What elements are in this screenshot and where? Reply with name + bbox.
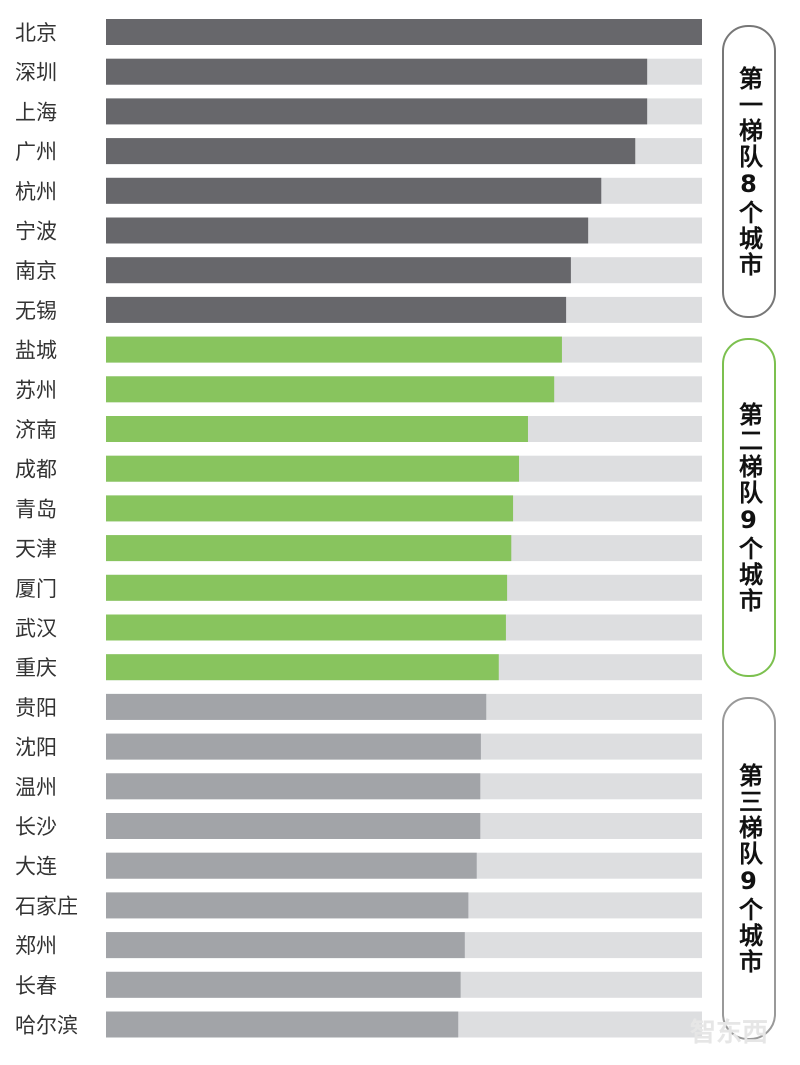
bar (106, 971, 461, 998)
category-label: 南京 (15, 259, 57, 283)
category-label: 石家庄 (15, 894, 78, 918)
category-label: 成都 (15, 458, 57, 482)
tier-label: 第一梯队8个城市 (734, 65, 763, 278)
bar (106, 455, 520, 482)
bar (106, 58, 648, 85)
category-label: 青岛 (15, 497, 57, 521)
bar (106, 733, 481, 760)
category-label: 厦门 (15, 577, 57, 601)
bar (106, 574, 508, 601)
bar (106, 495, 514, 522)
tier-label-box: 第二梯队9个城市 (722, 338, 776, 677)
category-label: 宁波 (15, 220, 57, 244)
bar (106, 932, 465, 959)
bar (106, 257, 571, 284)
tier-label: 第三梯队9个城市 (734, 762, 763, 975)
category-label: 上海 (15, 100, 57, 124)
category-label: 长沙 (15, 815, 57, 839)
category-label: 温州 (15, 775, 57, 799)
category-label: 武汉 (15, 617, 57, 641)
tier-label-box: 第一梯队8个城市 (722, 25, 776, 318)
watermark: 智东西 (690, 1018, 769, 1048)
bar (106, 416, 528, 442)
bar (106, 535, 512, 562)
bar (106, 614, 506, 641)
category-label: 哈尔滨 (15, 1014, 78, 1038)
bar (106, 177, 602, 204)
bar (106, 813, 481, 839)
category-label: 贵阳 (15, 696, 57, 720)
category-label: 重庆 (15, 656, 57, 680)
category-label: 苏州 (15, 378, 57, 402)
category-label: 长春 (15, 974, 57, 998)
category-label: 杭州 (15, 180, 57, 204)
bar (106, 138, 636, 165)
category-label: 济南 (15, 418, 57, 442)
category-label: 北京 (15, 21, 57, 45)
bar (106, 852, 477, 879)
bar (106, 693, 487, 720)
category-label: 无锡 (15, 299, 57, 323)
tier-label-box: 第三梯队9个城市 (722, 697, 776, 1040)
bar (106, 654, 499, 681)
tier-label: 第二梯队9个城市 (734, 401, 763, 614)
bar (106, 217, 589, 244)
category-label: 郑州 (15, 934, 57, 958)
bar (106, 892, 469, 919)
bar (106, 296, 567, 323)
bar (106, 98, 648, 125)
bar (106, 773, 481, 800)
category-label: 大连 (15, 855, 57, 879)
bar (106, 376, 555, 403)
category-label: 深圳 (15, 61, 57, 85)
category-label: 广州 (15, 140, 57, 164)
bar (106, 1011, 459, 1038)
bar (106, 19, 702, 45)
category-label: 天津 (15, 537, 57, 561)
category-label: 盐城 (15, 339, 57, 363)
category-label: 沈阳 (15, 736, 57, 760)
bar (106, 336, 562, 363)
